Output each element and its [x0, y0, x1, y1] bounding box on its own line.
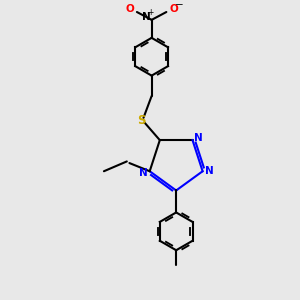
- Text: N: N: [140, 168, 148, 178]
- Text: O: O: [169, 4, 178, 14]
- Text: N: N: [142, 12, 151, 22]
- Text: N: N: [206, 166, 214, 176]
- Text: −: −: [174, 0, 183, 10]
- Text: O: O: [125, 4, 134, 14]
- Text: S: S: [138, 114, 146, 127]
- Text: +: +: [147, 8, 153, 17]
- Text: N: N: [194, 134, 203, 143]
